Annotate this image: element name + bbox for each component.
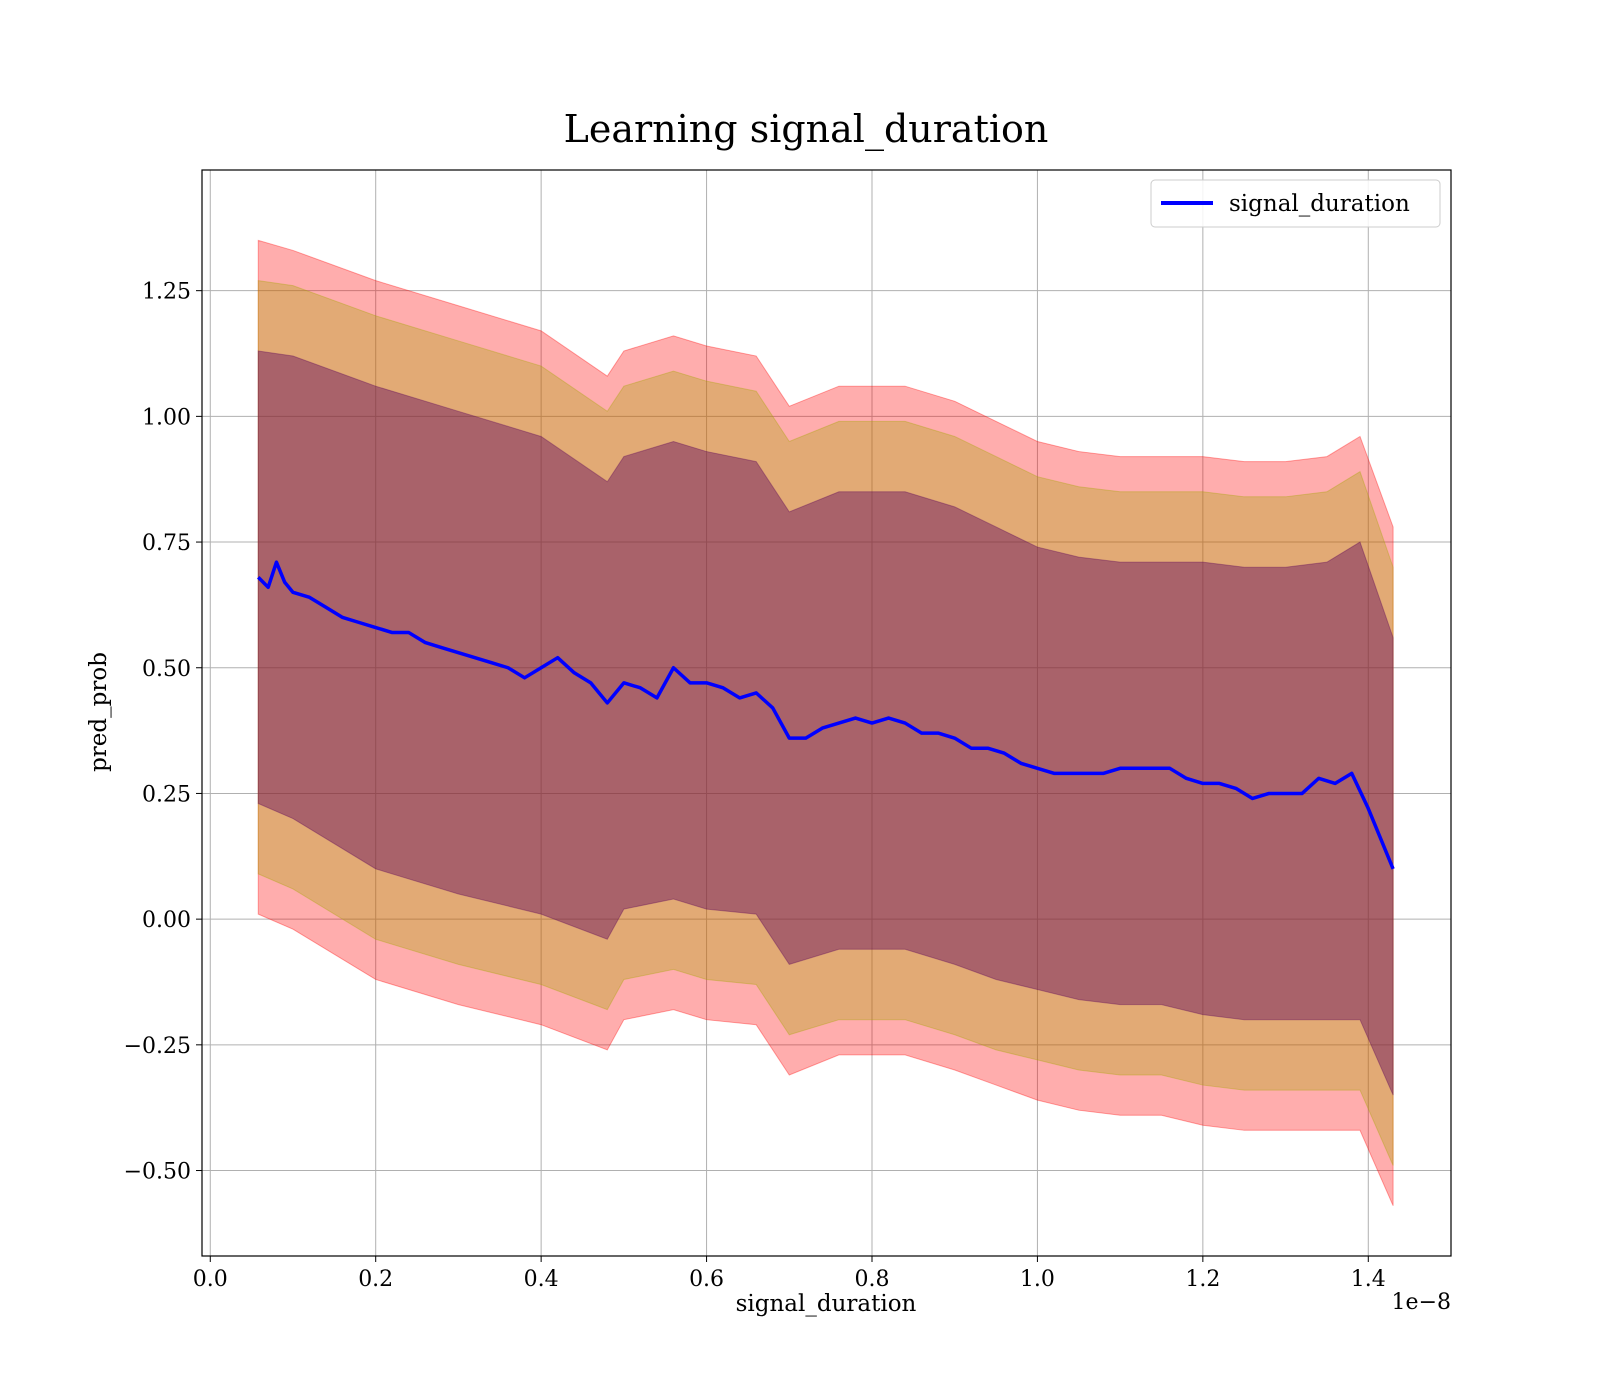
y-axis-label: pred_prob: [86, 652, 112, 772]
x-tick-label: 0.6: [689, 1267, 724, 1292]
band-inner: [257, 350, 1394, 1096]
y-tick-label: 0.00: [142, 908, 191, 933]
x-tick-label: 0.4: [524, 1267, 559, 1292]
band-middle: [257, 280, 1394, 1166]
y-tick-label: 0.75: [142, 531, 191, 556]
chart-title: Learning signal_duration: [564, 107, 1049, 152]
y-tick-label: 1.00: [142, 405, 191, 430]
y-tick-label: 0.50: [142, 657, 191, 682]
y-tick-label: −0.50: [124, 1160, 191, 1185]
y-tick-label: −0.25: [124, 1034, 191, 1059]
legend-box: [1150, 179, 1441, 228]
x-axis-label: signal_duration: [736, 1291, 917, 1317]
series-line-signal_duration: [257, 560, 1395, 870]
x-axis-offset-text: 1e−8: [1392, 1290, 1451, 1315]
legend-label: signal_duration: [1229, 191, 1410, 217]
x-tick-label: 0.8: [854, 1267, 889, 1292]
grid: [202, 170, 1451, 1256]
confidence-bands: [257, 239, 1394, 1206]
y-tick-label: 0.25: [142, 782, 191, 807]
x-tick-label: 0.0: [193, 1267, 228, 1292]
y-axis-ticks: −0.50 −0.25 0.00 0.25 0.50 0.75 1.00 1.25: [124, 280, 202, 1185]
plot-frame: [201, 169, 1452, 1257]
series-lines: [257, 560, 1395, 870]
x-tick-label: 1.2: [1185, 1267, 1220, 1292]
x-tick-label: 1.4: [1351, 1267, 1386, 1292]
x-tick-label: 1.0: [1020, 1267, 1055, 1292]
x-tick-label: 0.2: [358, 1267, 393, 1292]
band-outer: [257, 239, 1394, 1206]
y-tick-label: 1.25: [142, 280, 191, 305]
legend: signal_duration: [1150, 179, 1441, 228]
x-axis-ticks: 0.0 0.2 0.4 0.6 0.8 1.0 1.2 1.4: [193, 1256, 1386, 1292]
